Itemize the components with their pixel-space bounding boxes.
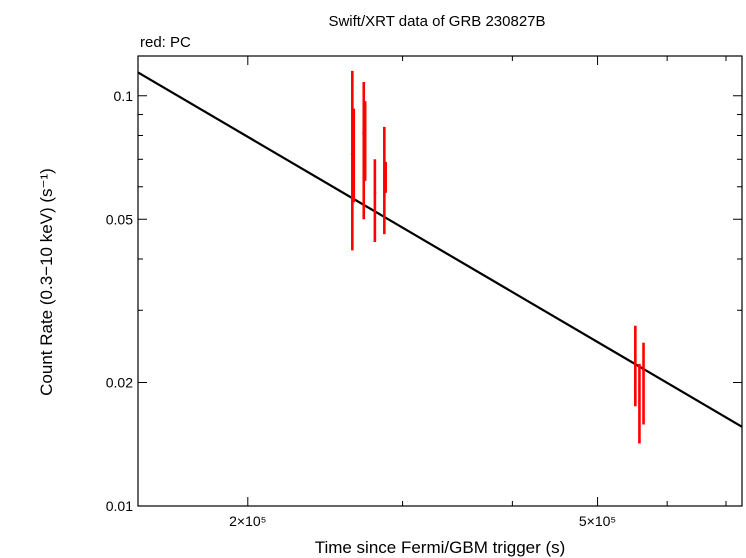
plot-frame	[137, 55, 743, 507]
y-tick-label: 0.05	[106, 211, 133, 227]
data-point	[642, 342, 645, 425]
x-tick-label: 5×10⁵	[579, 513, 616, 529]
data-point	[373, 159, 377, 243]
axis-ticks: 2×10⁵ 5×10⁵ 0.01 0.02 0.05 0.1	[106, 56, 742, 529]
data-point	[363, 101, 367, 181]
model-fit	[137, 71, 743, 428]
data-point	[384, 161, 387, 193]
data-point	[638, 363, 641, 444]
data-points	[350, 70, 645, 444]
y-tick-label: 0.1	[114, 88, 134, 104]
chart-title: Swift/XRT data of GRB 230827B	[328, 13, 545, 30]
data-point	[352, 108, 356, 203]
y-tick-label: 0.01	[106, 498, 133, 514]
data-point	[634, 325, 637, 407]
model-fit-line	[137, 71, 743, 428]
y-tick-label: 0.02	[106, 375, 133, 391]
y-axis-label: Count Rate (0.3−10 keV) (s⁻¹)	[37, 168, 56, 396]
x-tick-label: 2×10⁵	[229, 513, 266, 529]
chart-subtitle: red: PC	[140, 34, 191, 51]
x-axis-label: Time since Fermi/GBM trigger (s)	[315, 538, 566, 557]
